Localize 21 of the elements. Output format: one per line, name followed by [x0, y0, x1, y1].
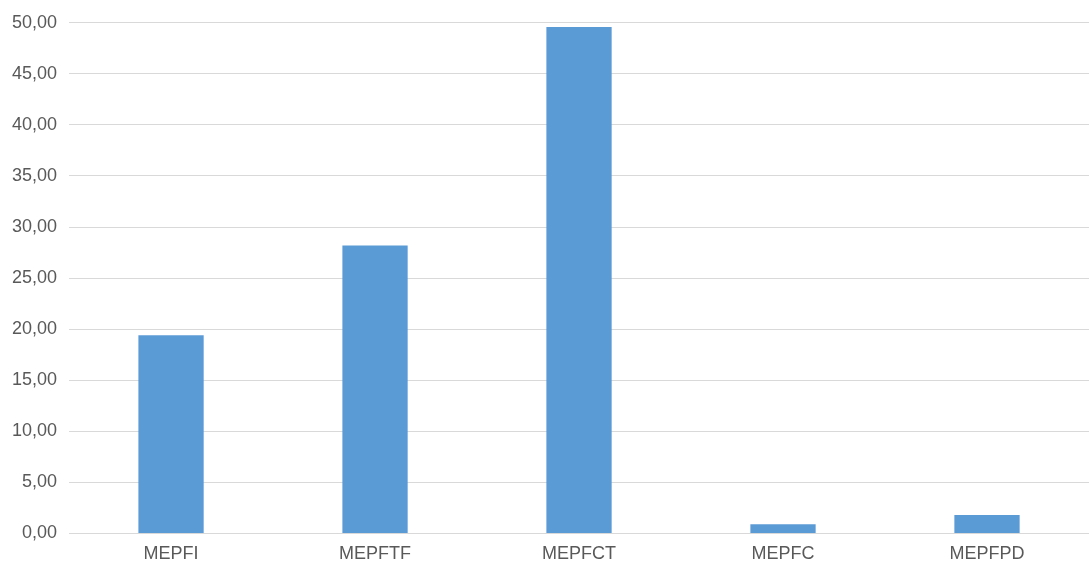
- bar: [954, 515, 1020, 533]
- y-tick-label: 5,00: [22, 471, 58, 492]
- x-tick-label: MEPFI: [143, 543, 199, 564]
- y-tick-label: 50,00: [12, 11, 58, 32]
- y-tick-label: 40,00: [12, 113, 58, 134]
- y-tick-label: 0,00: [22, 522, 58, 543]
- y-tick-label: 30,00: [12, 216, 58, 237]
- bar: [138, 335, 204, 533]
- y-tick-label: 10,00: [12, 420, 58, 441]
- x-tick-label: MEPFCT: [542, 543, 617, 564]
- bar: [546, 26, 612, 533]
- y-tick-label: 35,00: [12, 164, 58, 185]
- x-tick-label: MEPFPD: [949, 543, 1025, 564]
- y-tick-label: 15,00: [12, 369, 58, 390]
- y-tick-label: 45,00: [12, 62, 58, 83]
- bar: [750, 524, 816, 533]
- bar: [342, 245, 408, 533]
- y-tick-label: 25,00: [12, 267, 58, 288]
- x-tick-label: MEPFC: [751, 543, 815, 564]
- x-tick-label: MEPFTF: [339, 543, 412, 564]
- y-tick-label: 20,00: [12, 318, 58, 339]
